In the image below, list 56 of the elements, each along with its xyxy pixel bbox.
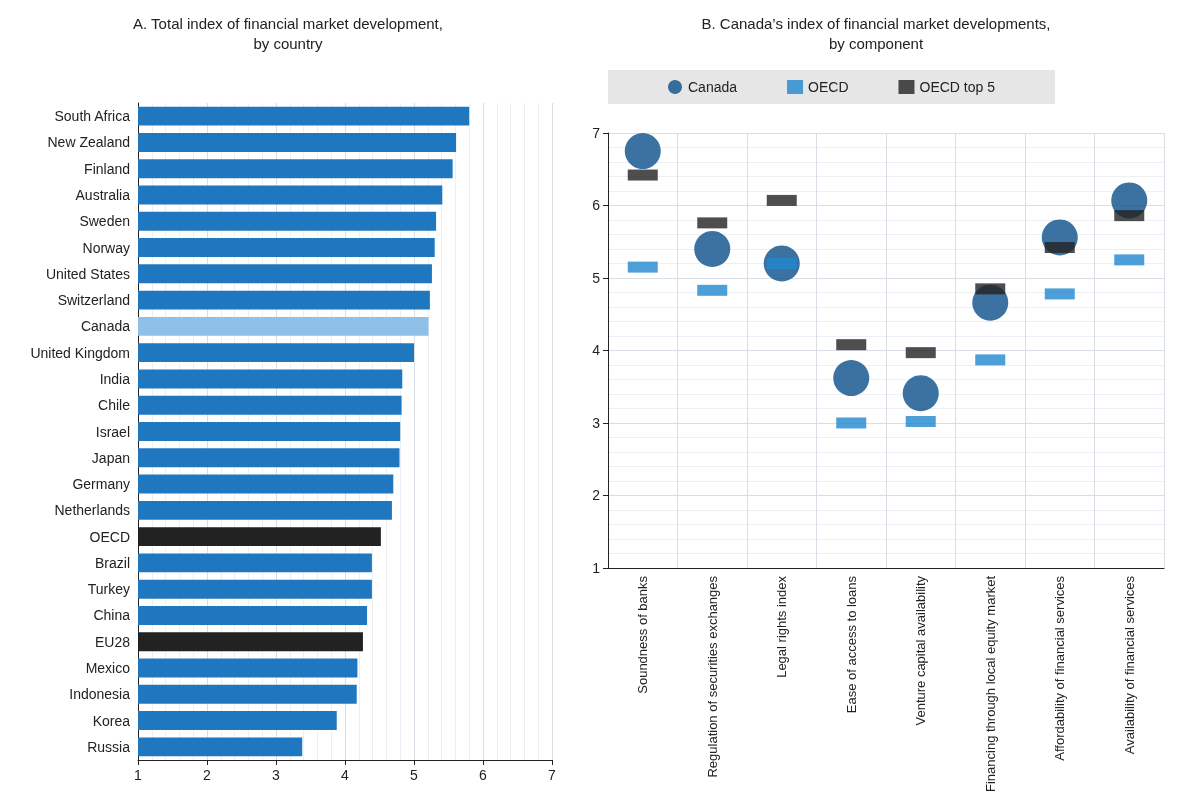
legend-label: OECD top 5 — [919, 79, 996, 95]
y-tick-label: 7 — [592, 125, 601, 141]
y-tick-label: India — [99, 370, 131, 387]
y-tick-label: Netherlands — [54, 502, 130, 519]
y-tick-label: Mexico — [85, 660, 131, 677]
y-tick-label: Turkey — [87, 581, 130, 598]
y-tick-label: United Kingdom — [30, 344, 130, 361]
y-tick-label: Indonesia — [69, 686, 131, 703]
x-tick-label: 6 — [479, 767, 488, 783]
point — [694, 230, 731, 267]
y-tick-label: Canada — [80, 318, 131, 335]
x-tick-label: Regulation of securities exchanges — [704, 575, 720, 778]
y-tick-label: New Zealand — [47, 134, 130, 151]
y-tick-label: 5 — [592, 269, 601, 286]
chart-title: B. Canada’s index of financial market developments, by component — [701, 14, 1051, 52]
y-tick-label: Chile — [98, 397, 131, 414]
chart-title: A. Total index of financial market development, by country — [133, 14, 443, 52]
legend-label: OECD — [808, 79, 849, 95]
y-tick-label: OECD — [89, 528, 130, 545]
y-tick-label: 1 — [592, 559, 601, 576]
x-tick-label: 1 — [134, 767, 143, 783]
y-tick-label: Germany — [72, 476, 130, 493]
x-tick-label: 4 — [341, 767, 350, 783]
y-tick-label: Sweden — [79, 213, 130, 230]
x-tick-label: Venture capital availability — [913, 575, 929, 726]
legend-label: Canada — [688, 79, 738, 95]
x-tick-label: Soundness of banks — [635, 575, 651, 694]
x-tick-label: 2 — [203, 767, 212, 783]
x-tick-label: Affordability of financial services — [1052, 575, 1068, 761]
y-tick-label: Israel — [95, 423, 130, 440]
y-tick-label: 4 — [592, 342, 601, 359]
x-tick-label: Legal rights index — [774, 575, 790, 678]
y-tick-label: 2 — [592, 487, 601, 504]
y-tick-label: Australia — [75, 186, 131, 203]
y-tick-label: Korea — [92, 712, 131, 729]
x-tick-label: 7 — [548, 767, 557, 783]
y-tick-label: 6 — [592, 197, 601, 214]
point — [902, 375, 939, 412]
y-tick-label: 3 — [592, 414, 601, 431]
y-tick-label: Brazil — [94, 554, 130, 571]
x-tick-label: Availability of financial services — [1121, 575, 1137, 755]
y-tick-label: Norway — [82, 239, 130, 256]
y-tick-label: EU28 — [94, 633, 131, 650]
x-tick-label: 5 — [410, 767, 419, 783]
y-tick-label: Russia — [87, 738, 131, 755]
y-tick-label: South Africa — [54, 108, 131, 125]
point — [624, 133, 661, 170]
x-tick-label: Financing through local equity market — [982, 575, 998, 792]
y-tick-label: Switzerland — [57, 292, 130, 309]
y-tick-label: Finland — [84, 160, 130, 177]
x-tick-label: 3 — [272, 767, 281, 783]
x-tick-label: Ease of access to loans — [843, 575, 859, 714]
y-tick-label: United States — [45, 265, 130, 282]
y-tick-label: China — [93, 607, 131, 624]
point — [833, 360, 870, 397]
y-tick-label: Japan — [91, 449, 130, 466]
